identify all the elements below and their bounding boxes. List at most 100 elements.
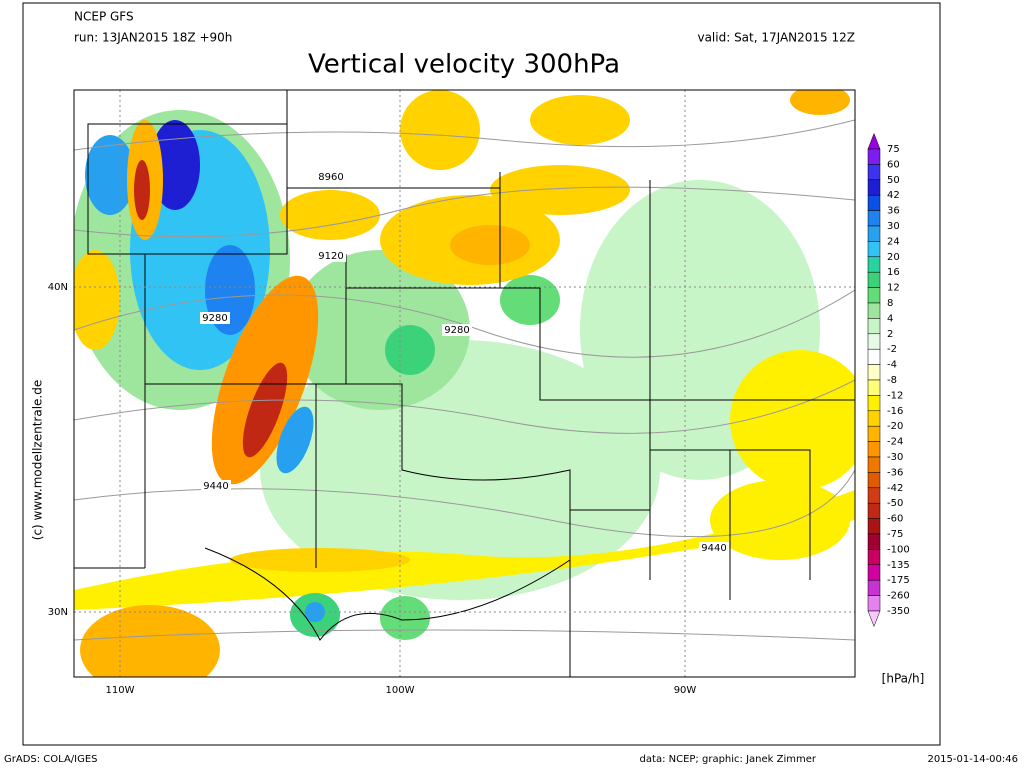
colorbar-swatch [867, 225, 881, 242]
lon-label: 90W [674, 685, 697, 696]
colorbar-swatch [867, 318, 881, 335]
colorbar-label: -350 [887, 606, 910, 617]
colorbar-swatch [867, 595, 881, 612]
field-shape [134, 160, 150, 220]
colorbar-label: 75 [887, 144, 900, 155]
watermark: (c) www.modellzentrale.de [31, 380, 45, 540]
contour-labels: 8960 9120 9280 9280 9440 9440 [200, 171, 729, 554]
field-shape [280, 190, 380, 240]
colorbar-arrow [867, 610, 881, 628]
contour-label-bg [442, 324, 472, 336]
contour-label: 9280 [202, 313, 227, 324]
colorbar-label: -260 [887, 591, 910, 602]
field-shape [80, 605, 220, 677]
colorbar-swatch [867, 164, 881, 181]
field-shape [490, 165, 630, 215]
colorbar-swatch [867, 564, 881, 581]
colorbar-label: -50 [887, 498, 903, 509]
colorbar-label: 24 [887, 236, 900, 247]
colorbar-swatch [867, 194, 881, 211]
colorbar-label: 50 [887, 175, 900, 186]
colorbar-label: 60 [887, 159, 900, 170]
colorbar-label: -20 [887, 421, 903, 432]
colorbar-swatch [867, 287, 881, 304]
colorbar-label: 8 [887, 298, 893, 309]
colorbar-swatch [867, 425, 881, 442]
colorbar-swatch [867, 364, 881, 381]
contour-label: 9280 [444, 325, 469, 336]
colorbar-swatch [867, 456, 881, 473]
colorbar-swatch [867, 533, 881, 550]
field-shape [730, 350, 855, 490]
colorbar-label: 4 [887, 313, 893, 324]
field-shape [230, 548, 410, 572]
colorbar-label: -2 [887, 344, 897, 355]
colorbar-label: 36 [887, 206, 900, 217]
model: NCEP GFS [74, 10, 134, 24]
height-contour [74, 186, 855, 238]
contour-label: 9120 [318, 251, 343, 262]
colorbar-label: -100 [887, 544, 910, 555]
field-shape [530, 95, 630, 145]
colorbar-swatch [867, 210, 881, 227]
field-shape [74, 250, 120, 350]
colorbar-label: 2 [887, 329, 893, 340]
colorbar-label: -24 [887, 437, 903, 448]
colorbar-swatch [867, 348, 881, 365]
colorbar-swatch [867, 487, 881, 504]
map-border [73, 89, 856, 678]
footer-center: data: NCEP; graphic: Janek Zimmer [640, 754, 817, 765]
colorbar-swatch [867, 441, 881, 458]
footer-left: GrADS: COLA/IGES [4, 754, 98, 765]
colorbar-swatch [867, 179, 881, 196]
colorbar-label: 20 [887, 252, 900, 263]
field-shape [276, 406, 314, 474]
colorbar-swatch [867, 579, 881, 596]
colorbar-label: -75 [887, 529, 903, 540]
frame [22, 2, 941, 746]
colorbar-label: 42 [887, 190, 900, 201]
height-contour [74, 119, 855, 151]
colorbar-label: -135 [887, 560, 910, 571]
colorbar-swatch [867, 241, 881, 258]
boundary [74, 90, 855, 677]
colorbar-swatch [867, 395, 881, 412]
colorbar-label: -30 [887, 452, 903, 463]
colorbar-unit: [hPa/h] [882, 672, 925, 686]
lon-label: 100W [386, 685, 415, 696]
colorbar-swatch [867, 302, 881, 319]
colorbar-swatch [867, 271, 881, 288]
colorbar-label: -42 [887, 483, 903, 494]
field-shape [85, 135, 135, 215]
colorbar: 75605042363024201612842-2-4-8-12-16-20-2… [867, 132, 910, 628]
lon-label: 110W [106, 685, 135, 696]
colorbar-label: 12 [887, 283, 900, 294]
field-shape [500, 275, 560, 325]
colorbar-label: 30 [887, 221, 900, 232]
colorbar-arrow [867, 132, 881, 150]
field-shape [242, 362, 288, 458]
title: Vertical velocity 300hPa [308, 50, 620, 80]
colorbar-swatch [867, 148, 881, 165]
colorbar-label: -4 [887, 360, 897, 371]
field-shape [385, 325, 435, 375]
boundary [204, 547, 571, 641]
colorbar-swatch [867, 502, 881, 519]
height-contour [74, 289, 855, 358]
height-contour [74, 379, 855, 434]
colorbar-label: 16 [887, 267, 900, 278]
footer-right: 2015-01-14-00:46 [927, 754, 1018, 765]
colorbar-label: -36 [887, 467, 903, 478]
run: run: 13JAN2015 18Z +90h [74, 31, 232, 45]
colorbar-swatch [867, 518, 881, 535]
contour-label-bg [201, 480, 231, 492]
contour-label: 9440 [203, 481, 228, 492]
field-shape [790, 90, 850, 115]
field-shape [450, 225, 530, 265]
field-shape [380, 596, 430, 640]
lat-label: 30N [48, 607, 68, 618]
valid: valid: Sat, 17JAN2015 12Z [697, 31, 855, 45]
contour-label-bg [316, 171, 346, 183]
colorbar-swatch [867, 256, 881, 273]
